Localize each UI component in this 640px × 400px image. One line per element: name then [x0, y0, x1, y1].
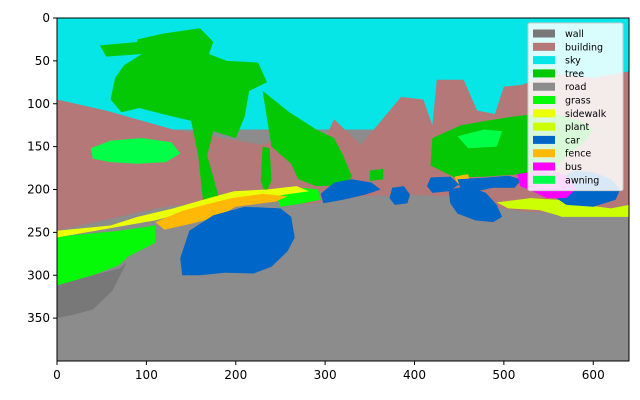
legend-swatch-plant [533, 122, 555, 131]
legend-label-plant: plant [565, 122, 590, 133]
region-car [180, 206, 295, 276]
legend-box [527, 22, 624, 192]
region-grass [57, 225, 156, 288]
region-tree [99, 28, 268, 237]
legend-swatch-fence [533, 149, 555, 158]
x-tick-label: 0 [53, 368, 61, 382]
legend-label-sky: sky [565, 56, 581, 67]
region-car [389, 186, 410, 205]
x-tick-label: 300 [314, 368, 337, 382]
region-grass [276, 187, 321, 207]
region-wall [57, 262, 127, 319]
y-tick-label: 100 [27, 97, 50, 111]
legend-label-bus: bus [565, 162, 582, 173]
x-tick-label: 200 [224, 368, 247, 382]
legend-label-grass: grass [565, 96, 591, 107]
y-axis-ticks: 0 50 100 150 200 250 300 350 [27, 11, 57, 325]
region-car [457, 175, 522, 192]
region-car [427, 176, 460, 193]
region-awning [457, 129, 503, 149]
x-tick-label: 400 [403, 368, 426, 382]
legend-label-wall: wall [565, 29, 584, 40]
region-tree [262, 90, 352, 187]
legend-label-tree: tree [565, 69, 584, 80]
y-tick-label: 0 [42, 11, 50, 25]
legend-swatch-building [533, 42, 555, 51]
y-tick-label: 300 [27, 268, 50, 282]
legend-swatch-wall [533, 29, 555, 38]
region-fence [155, 193, 288, 230]
legend-swatch-bus [533, 162, 555, 171]
x-tick-label: 600 [582, 368, 605, 382]
legend-label-awning: awning [565, 175, 599, 186]
region-awning [91, 138, 181, 164]
y-tick-label: 200 [27, 183, 50, 197]
region-tree [260, 146, 272, 194]
legend-swatch-tree [533, 69, 555, 78]
y-tick-label: 350 [27, 311, 50, 325]
x-tick-label: 500 [492, 368, 515, 382]
legend: wall building sky tree road grass sidewalk plan… [527, 22, 624, 192]
region-car [448, 186, 503, 223]
legend-swatch-awning [533, 175, 555, 184]
region-car [320, 179, 381, 204]
legend-label-road: road [565, 82, 586, 93]
x-tick-label: 100 [135, 368, 158, 382]
x-axis-ticks: 0 100 200 300 400 500 600 [53, 361, 605, 382]
y-tick-label: 150 [27, 140, 50, 154]
segmentation-regions [57, 18, 629, 361]
legend-swatch-sidewalk [533, 109, 555, 118]
legend-swatch-car [533, 135, 555, 144]
y-tick-label: 250 [27, 225, 50, 239]
region-building [57, 71, 629, 231]
region-tree [369, 168, 384, 181]
legend-swatch-grass [533, 96, 555, 104]
legend-swatch-sky [533, 56, 555, 65]
legend-label-building: building [565, 42, 603, 53]
y-tick-label: 50 [35, 54, 50, 68]
legend-swatch-road [533, 82, 555, 91]
legend-label-fence: fence [565, 149, 591, 160]
legend-label-car: car [565, 135, 580, 146]
legend-label-sidewalk: sidewalk [565, 109, 607, 120]
